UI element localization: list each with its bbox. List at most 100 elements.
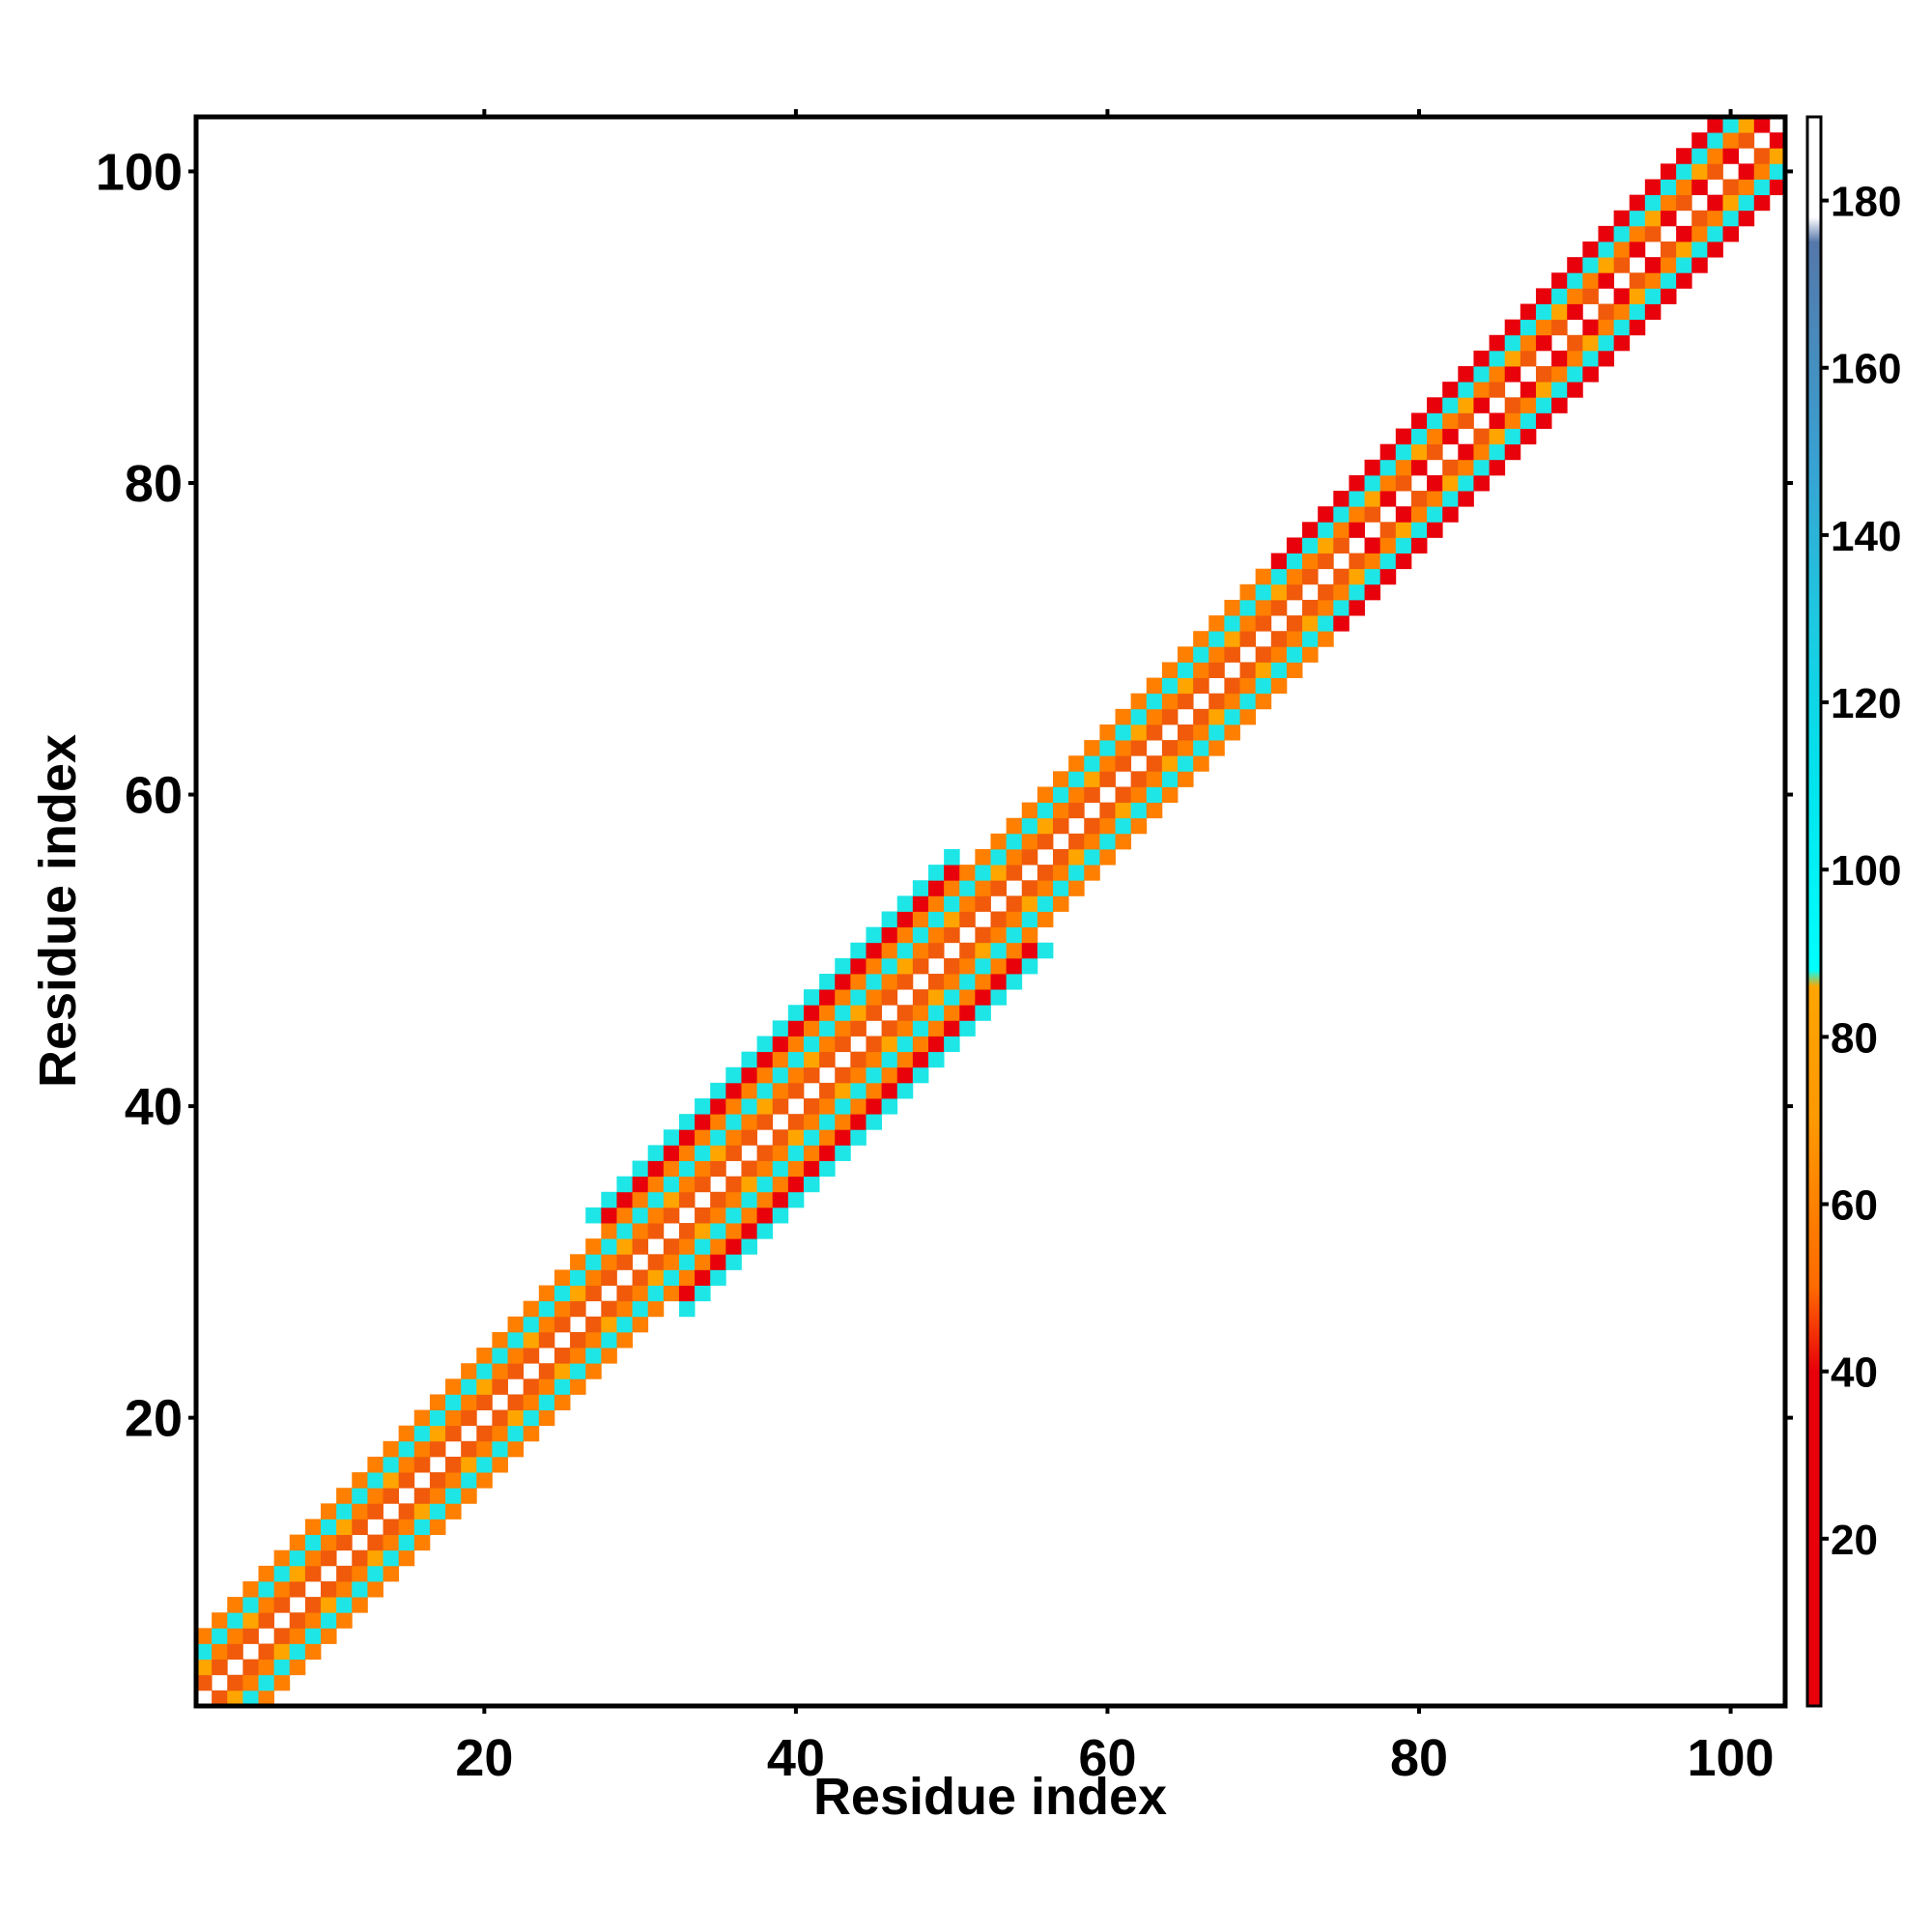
x-tick-label: 20 (455, 1729, 513, 1787)
heatmap-cell (787, 1051, 805, 1068)
heatmap-cell (1099, 724, 1116, 741)
heatmap-cell (819, 1114, 836, 1130)
heatmap-cell (304, 1519, 322, 1535)
heatmap-cell (1239, 677, 1257, 695)
heatmap-cell (710, 1114, 726, 1130)
heatmap-cell (850, 1066, 867, 1084)
x-axis-title: Residue index (813, 1768, 1167, 1826)
heatmap-cell (1504, 350, 1521, 367)
heatmap-cell (803, 1160, 820, 1178)
heatmap-cell (1068, 802, 1085, 819)
heatmap-cell (1318, 537, 1334, 554)
heatmap-cell (1115, 755, 1132, 772)
heatmap-cell (538, 1300, 555, 1318)
heatmap-cell (1722, 117, 1740, 133)
heatmap-cell (1598, 334, 1614, 352)
heatmap-cell (1224, 631, 1240, 647)
heatmap-cell (476, 1472, 493, 1489)
heatmap-cell (212, 1690, 228, 1707)
heatmap-cell (1395, 506, 1412, 523)
heatmap-cell (523, 1331, 540, 1349)
heatmap-cell (304, 1643, 322, 1661)
heatmap-cell (1676, 163, 1692, 180)
heatmap-cell (1395, 522, 1412, 538)
heatmap-cell (585, 1269, 602, 1286)
heatmap-cell (196, 1643, 213, 1661)
heatmap-cell (1535, 319, 1552, 336)
heatmap-cell (1707, 242, 1723, 258)
heatmap-cell (1753, 194, 1771, 212)
heatmap-cell (258, 1580, 275, 1598)
heatmap-cell (1410, 428, 1428, 445)
heatmap-cell (1722, 148, 1740, 164)
heatmap-cell (289, 1565, 306, 1582)
heatmap-cell (772, 1207, 789, 1224)
heatmap-cell (1504, 412, 1521, 429)
heatmap-cell (881, 1066, 898, 1084)
heatmap-cell (352, 1519, 368, 1535)
heatmap-cell (725, 1254, 742, 1270)
heatmap-cell (413, 1488, 431, 1504)
heatmap-cell (1349, 599, 1365, 616)
heatmap-cell (1410, 412, 1428, 429)
heatmap-cell (803, 1098, 820, 1115)
heatmap-cell (1644, 288, 1662, 304)
heatmap-cell (663, 1191, 680, 1208)
heatmap-cell (944, 1020, 960, 1037)
heatmap-cell (1410, 522, 1428, 538)
heatmap-cell (678, 1145, 696, 1161)
heatmap-cell (1208, 708, 1225, 725)
heatmap-cell (476, 1348, 493, 1364)
heatmap-cell (616, 1238, 633, 1255)
heatmap-cell (1473, 443, 1490, 461)
heatmap-cell (304, 1597, 322, 1613)
heatmap-cell (944, 957, 960, 975)
heatmap-cell (289, 1659, 306, 1676)
heatmap-cell (1410, 506, 1428, 523)
heatmap-cell (944, 989, 960, 1006)
heatmap-cell (367, 1488, 384, 1504)
heatmap-cell (570, 1300, 586, 1318)
heatmap-cell (647, 1269, 665, 1286)
heatmap-cell (866, 957, 883, 975)
heatmap-cell (1178, 693, 1194, 710)
heatmap-cell (1613, 210, 1631, 227)
heatmap-cell (1224, 724, 1240, 741)
heatmap-cell (927, 1005, 945, 1021)
heatmap-cell (632, 1223, 649, 1239)
heatmap-cell (850, 989, 867, 1006)
heatmap-cell (1644, 179, 1662, 196)
heatmap-cell (1504, 319, 1521, 336)
heatmap-cell (1084, 786, 1100, 804)
heatmap-cell (413, 1456, 431, 1473)
heatmap-cell (1053, 895, 1069, 912)
heatmap-cell (1270, 662, 1288, 678)
heatmap-cell (383, 1549, 400, 1567)
heatmap-cell (663, 1160, 680, 1178)
heatmap-cell (352, 1565, 368, 1582)
heatmap-cell (663, 1145, 680, 1161)
heatmap-cell (1037, 802, 1054, 819)
heatmap-cell (570, 1269, 586, 1286)
heatmap-cell (352, 1549, 368, 1567)
heatmap-cell (975, 957, 991, 975)
x-tick-label: 40 (767, 1729, 825, 1787)
heatmap-cell (710, 1145, 726, 1161)
heatmap-cell (212, 1659, 228, 1676)
heatmap-cell (1520, 382, 1537, 398)
heatmap-cell (787, 1114, 805, 1130)
colorbar-tick-label: 160 (1831, 346, 1901, 393)
heatmap-cell (850, 1129, 867, 1146)
heatmap-cell (523, 1348, 540, 1364)
heatmap-cell (1644, 210, 1662, 227)
heatmap-cell (756, 1114, 774, 1130)
heatmap-cell (881, 1098, 898, 1115)
heatmap-cell (1691, 225, 1708, 242)
heatmap-cell (1006, 848, 1023, 866)
heatmap-cell (1021, 817, 1038, 835)
heatmap-cell (1349, 522, 1365, 538)
heatmap-cell (695, 1238, 711, 1255)
heatmap-cell (1520, 319, 1537, 336)
heatmap-cell (196, 1628, 213, 1644)
heatmap-cell (1146, 693, 1163, 710)
